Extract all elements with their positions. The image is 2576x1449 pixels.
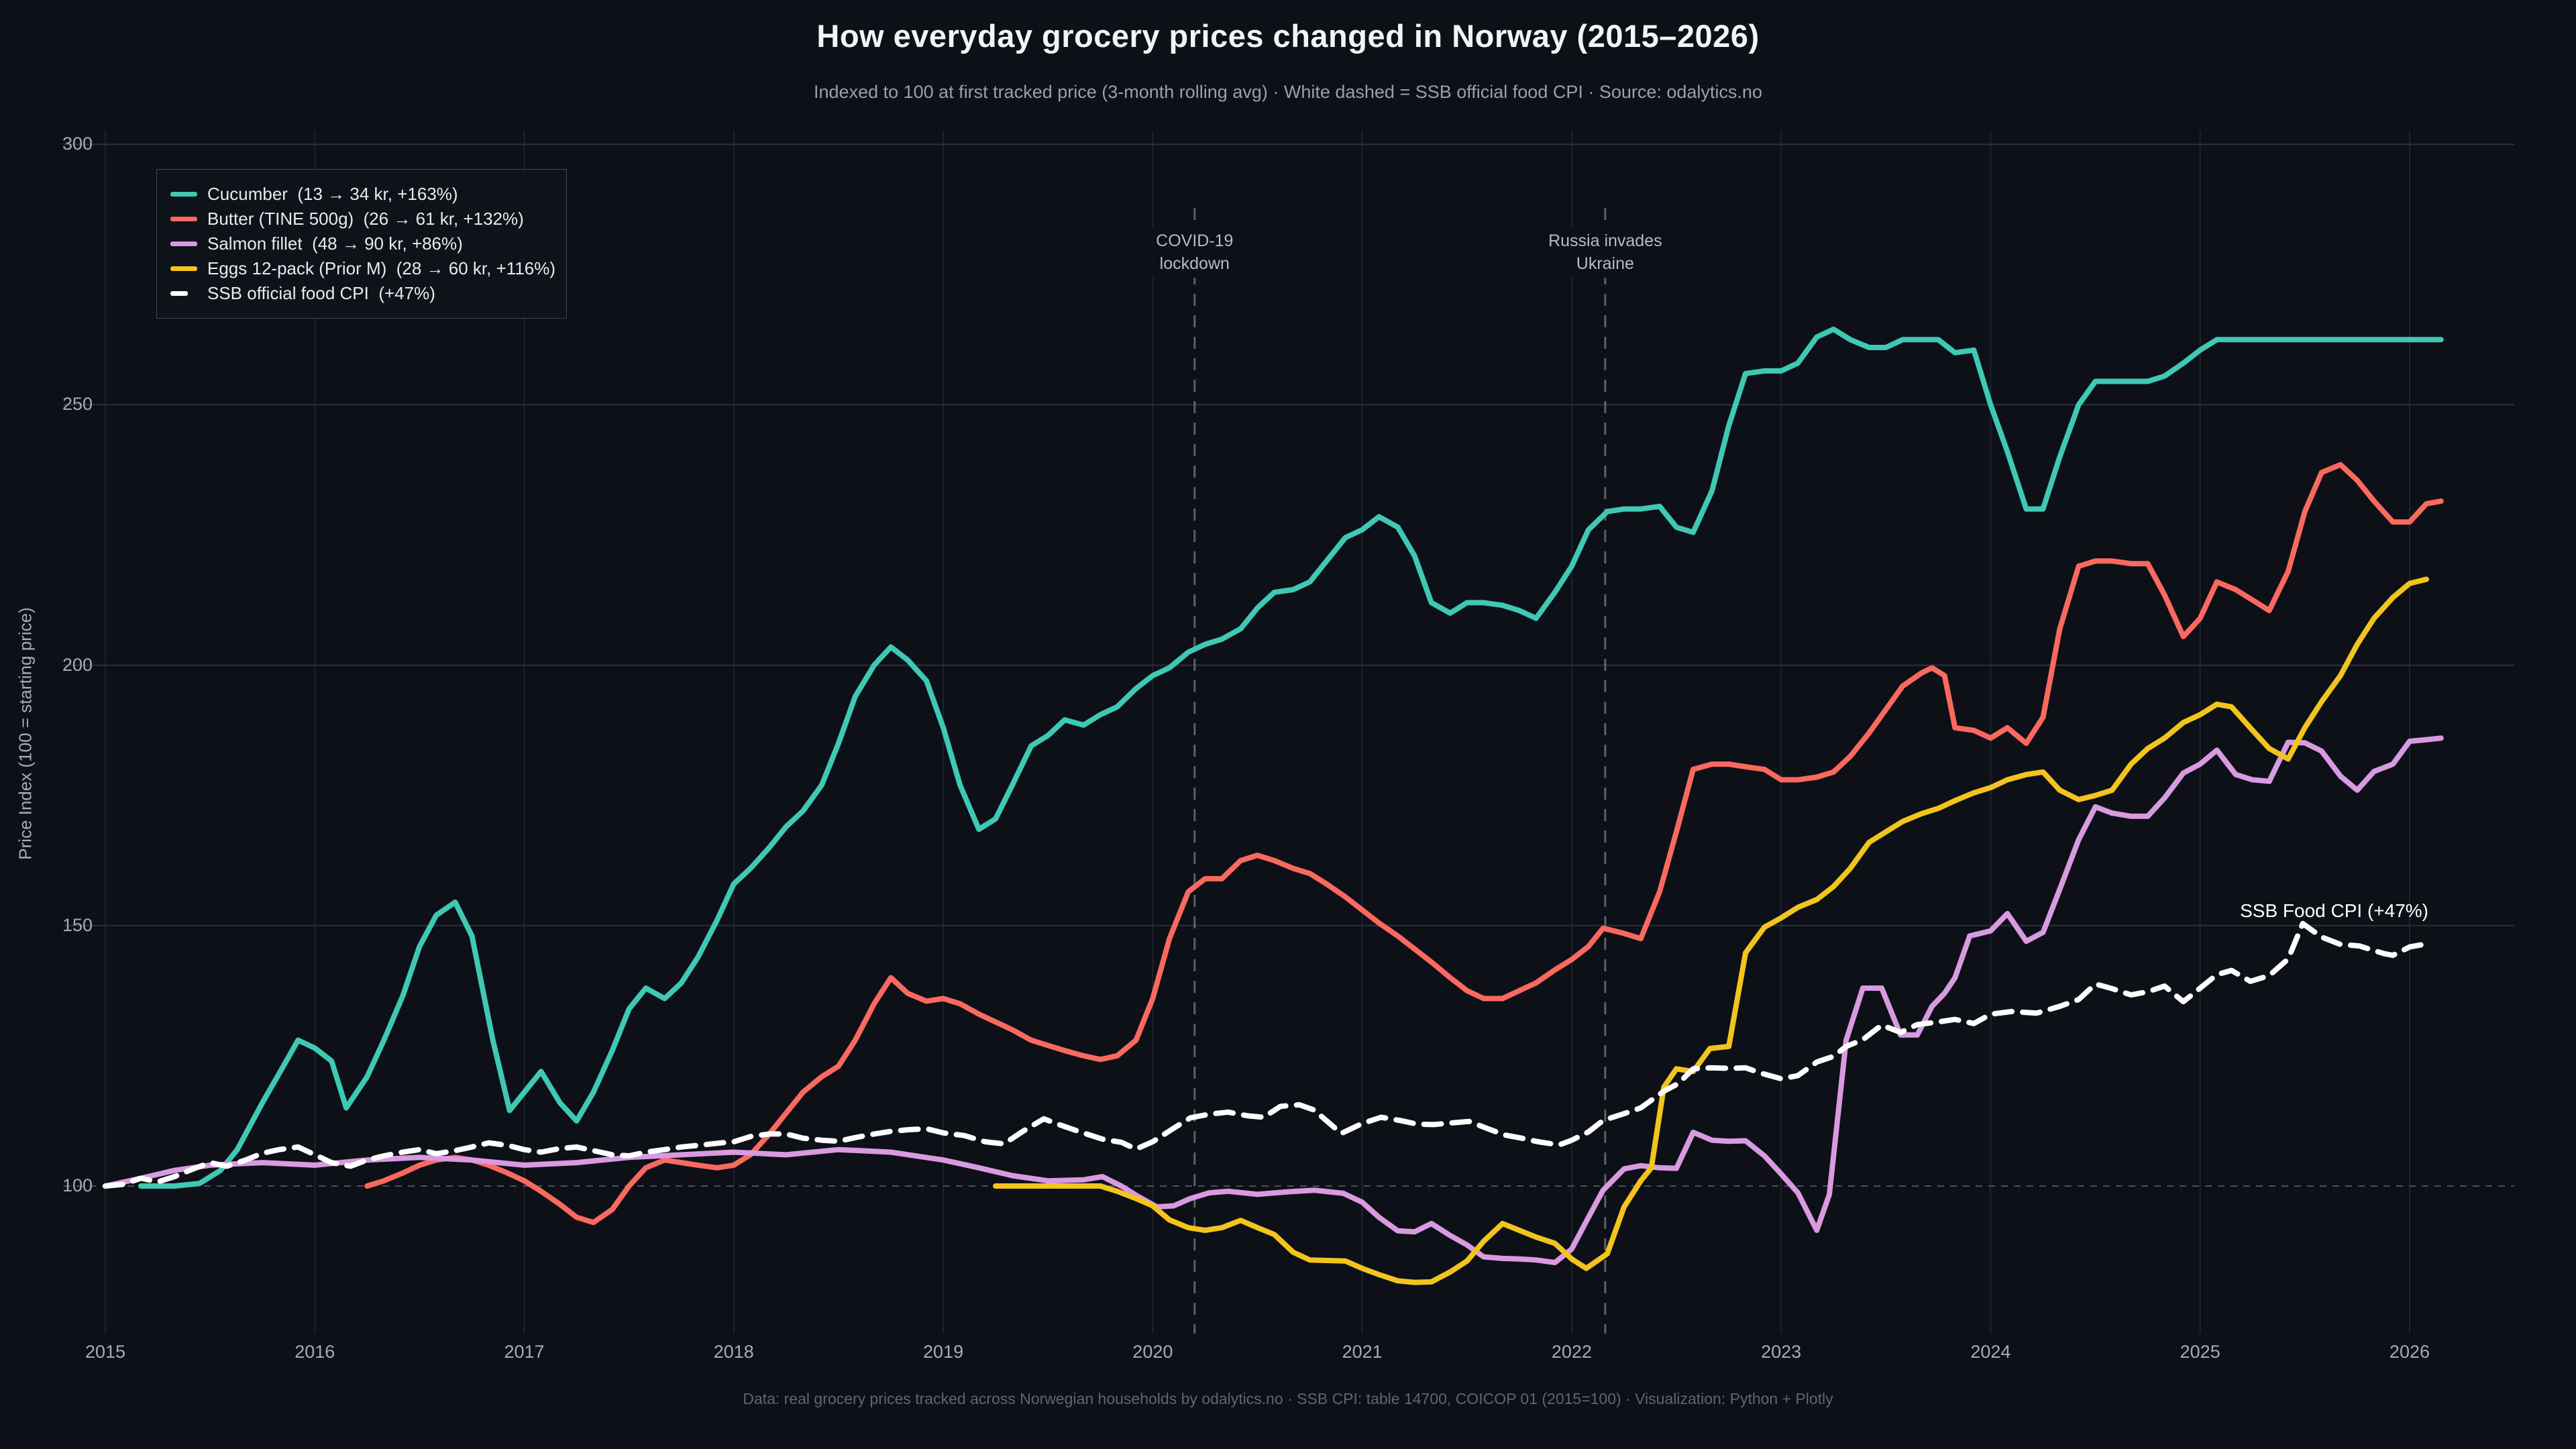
annotation-russia-line1: Russia invades	[1548, 231, 1662, 250]
annotation-covid-lockdown: COVID-19 lockdown	[1152, 227, 1238, 278]
butter-tine-500g--line	[364, 462, 2444, 1226]
legend-label: Butter (TINE 500g) (26 → 61 kr, +132%)	[207, 209, 524, 229]
legend-swatch-icon	[170, 266, 197, 271]
x-tick-2026: 2026	[2389, 1342, 2430, 1362]
legend-label: Cucumber (13 → 34 kr, +163%)	[207, 184, 458, 204]
legend-item-0[interactable]: Cucumber (13 → 34 kr, +163%)	[170, 182, 553, 207]
x-tick-2020: 2020	[1132, 1342, 1173, 1362]
footer-caption: Data: real grocery prices tracked across…	[743, 1390, 1833, 1407]
legend-swatch-icon	[170, 241, 197, 246]
x-tick-2015: 2015	[85, 1342, 126, 1362]
legend-item-2[interactable]: Salmon fillet (48 → 90 kr, +86%)	[170, 231, 553, 256]
legend-label: SSB official food CPI (+47%)	[207, 283, 435, 303]
ssb-official-food-cpi-line	[103, 920, 2429, 1189]
legend-swatch-icon	[170, 291, 197, 296]
annotation-covid-line1: COVID-19	[1156, 231, 1234, 250]
y-tick-200: 200	[62, 654, 93, 675]
y-tick-250: 250	[62, 394, 93, 415]
y-tick-150: 150	[62, 914, 93, 935]
x-tick-2021: 2021	[1342, 1342, 1383, 1362]
legend-item-1[interactable]: Butter (TINE 500g) (26 → 61 kr, +132%)	[170, 207, 553, 231]
legend-label: Eggs 12-pack (Prior M) (28 → 60 kr, +116…	[207, 258, 555, 278]
y-tick-300: 300	[62, 133, 93, 154]
x-tick-2024: 2024	[1970, 1342, 2011, 1362]
annotation-russia-ukraine: Russia invades Ukraine	[1544, 227, 1666, 278]
y-tick-100: 100	[62, 1175, 93, 1195]
salmon-fillet-line	[103, 735, 2444, 1266]
x-tick-2018: 2018	[713, 1342, 754, 1362]
x-tick-2025: 2025	[2180, 1342, 2220, 1362]
y-axis-title: Price Index (100 = starting price)	[15, 607, 36, 860]
x-tick-2023: 2023	[1761, 1342, 1802, 1362]
eggs-12-pack-prior-m--line	[993, 576, 2429, 1285]
x-tick-2016: 2016	[294, 1342, 335, 1362]
page-title: How everyday grocery prices changed in N…	[816, 18, 1760, 54]
annotation-ssb-food-cpi: SSB Food CPI (+47%)	[2240, 900, 2428, 922]
legend-label: Salmon fillet (48 → 90 kr, +86%)	[207, 233, 463, 254]
x-tick-2019: 2019	[923, 1342, 964, 1362]
x-tick-2017: 2017	[504, 1342, 545, 1362]
legend-item-3[interactable]: Eggs 12-pack (Prior M) (28 → 60 kr, +116…	[170, 256, 555, 281]
page-subtitle: Indexed to 100 at first tracked price (3…	[814, 82, 1762, 102]
annotation-russia-line2: Ukraine	[1576, 254, 1634, 273]
legend: Cucumber (13 → 34 kr, +163%) Butter (TINE…	[156, 169, 567, 319]
cucumber-line	[138, 326, 2444, 1189]
x-tick-2022: 2022	[1551, 1342, 1592, 1362]
legend-item-4[interactable]: SSB official food CPI (+47%)	[170, 281, 553, 306]
legend-swatch-icon	[170, 192, 197, 197]
annotation-covid-line2: lockdown	[1159, 254, 1230, 273]
legend-swatch-icon	[170, 217, 197, 221]
